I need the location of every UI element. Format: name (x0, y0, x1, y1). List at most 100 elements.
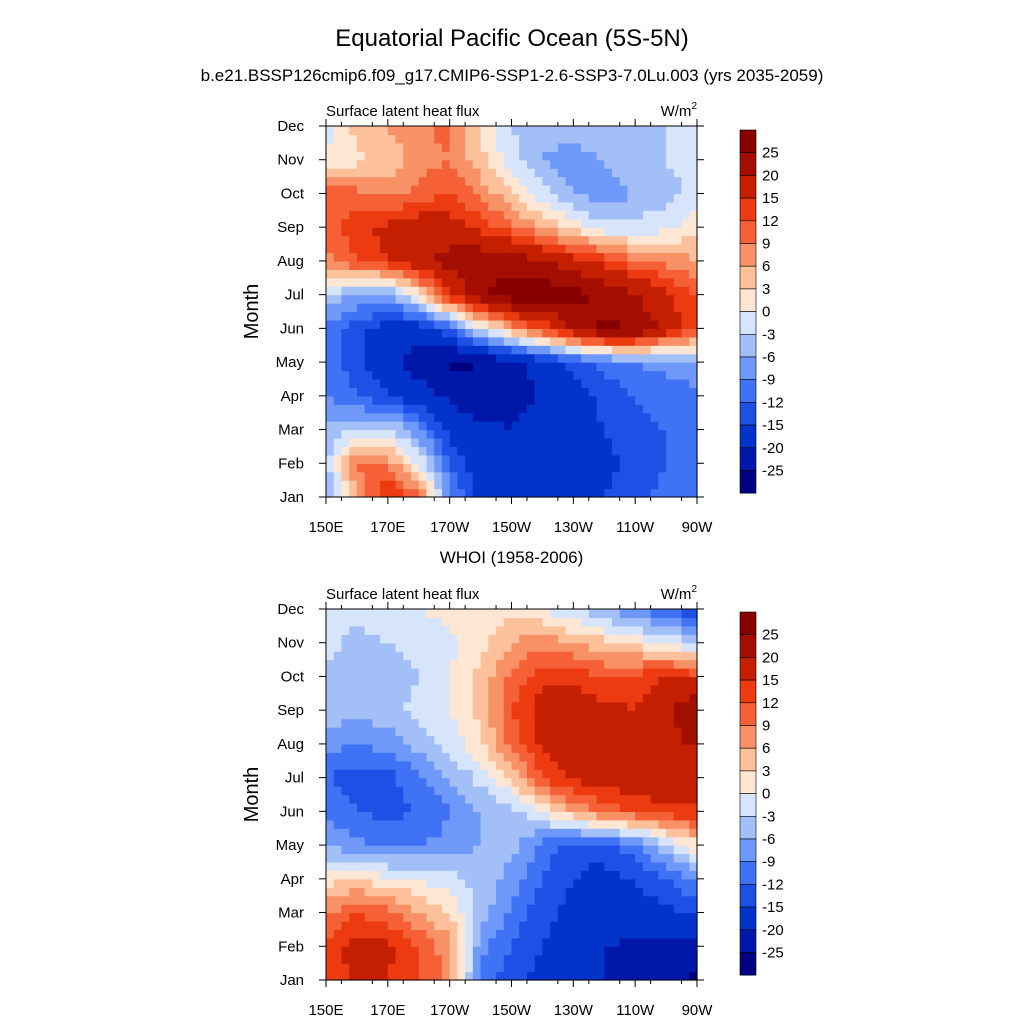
heatmap-cell (588, 210, 598, 220)
heatmap-cell (511, 252, 520, 262)
heatmap-cell (642, 336, 652, 346)
heatmap-cell (681, 937, 690, 947)
heatmap-cell (403, 142, 412, 152)
heatmap-cell (441, 625, 451, 635)
heatmap-cell (681, 929, 690, 939)
heatmap-cell (542, 878, 551, 888)
heatmap-cell (411, 718, 420, 728)
heatmap-cell (689, 971, 698, 981)
heatmap-cell (372, 387, 381, 397)
heatmap-cell (511, 954, 520, 964)
heatmap-cell (434, 328, 443, 338)
heatmap-cell (565, 227, 574, 237)
heatmap-cell (403, 235, 412, 245)
heatmap-cell (434, 870, 443, 880)
colorbar-label: -9 (762, 854, 775, 871)
heatmap-cell (480, 668, 489, 678)
heatmap-cell (650, 954, 659, 964)
x-tick-label: 150W (492, 519, 532, 536)
heatmap-cell (611, 286, 621, 296)
heatmap-cell (619, 777, 629, 787)
heatmap-cell (542, 159, 551, 169)
heatmap-cell (457, 227, 466, 237)
heatmap-cell (364, 134, 373, 144)
heatmap-cell (387, 185, 397, 195)
heatmap-cell (557, 412, 567, 422)
heatmap-cell (642, 260, 652, 270)
heatmap-cell (588, 303, 598, 313)
heatmap-cell (658, 802, 667, 812)
heatmap-cell (658, 286, 667, 296)
heatmap-cell (650, 668, 659, 678)
heatmap-cell (349, 946, 358, 956)
heatmap-cell (681, 218, 690, 228)
heatmap-cell (581, 353, 590, 363)
heatmap-cell (372, 378, 381, 388)
heatmap-cell (387, 142, 397, 152)
heatmap-cell (650, 634, 659, 644)
heatmap-cell (526, 252, 536, 262)
heatmap-cell (619, 454, 629, 464)
heatmap-cell (611, 676, 621, 686)
heatmap-cell (573, 651, 582, 661)
heatmap-cell (604, 676, 613, 686)
heatmap-cell (333, 387, 343, 397)
heatmap-cell (326, 802, 335, 812)
heatmap-cell (642, 659, 652, 669)
heatmap-cell (627, 353, 636, 363)
heatmap-cell (550, 370, 559, 380)
heatmap-cell (681, 260, 690, 270)
heatmap-cell (534, 421, 544, 431)
heatmap-cell (426, 429, 435, 439)
heatmap-cell (349, 151, 358, 161)
heatmap-cell (673, 227, 683, 237)
heatmap-cell (503, 777, 513, 787)
heatmap-cell (411, 845, 420, 855)
heatmap-cell (411, 777, 420, 787)
heatmap-cell (658, 811, 667, 821)
heatmap-cell (642, 718, 652, 728)
heatmap-cell (619, 718, 629, 728)
heatmap-cell (387, 235, 397, 245)
heatmap-cell (627, 617, 636, 627)
heatmap-cell (395, 303, 404, 313)
heatmap-cell (650, 387, 659, 397)
heatmap-cell (689, 710, 698, 720)
colorbar-swatch (739, 424, 757, 449)
heatmap-cell (341, 168, 350, 178)
heatmap-cell (480, 912, 489, 922)
heatmap-cell (557, 634, 567, 644)
heatmap-cell (326, 176, 335, 186)
heatmap-cell (364, 471, 373, 481)
heatmap-cell (496, 920, 505, 931)
heatmap-cell (333, 878, 343, 888)
heatmap-cell (341, 760, 350, 770)
heatmap-cell (542, 244, 551, 254)
heatmap-cell (604, 244, 613, 254)
heatmap-cell (627, 328, 636, 338)
heatmap-cell (441, 362, 451, 372)
heatmap-cell (472, 193, 482, 203)
heatmap-cell (387, 895, 397, 905)
heatmap-cell (426, 786, 435, 796)
heatmap-cell (666, 971, 675, 981)
heatmap-cell (658, 684, 667, 694)
heatmap-cell (503, 126, 513, 136)
heatmap-cell (619, 252, 629, 262)
heatmap-cell (681, 387, 690, 397)
heatmap-cell (650, 710, 659, 720)
heatmap-cell (534, 845, 544, 855)
heatmap-cell (333, 819, 343, 829)
heatmap-cell (426, 151, 435, 161)
heatmap-cell (573, 463, 582, 473)
heatmap-cell (349, 845, 358, 855)
heatmap-cell (418, 727, 428, 737)
heatmap-cell (480, 134, 489, 144)
heatmap-cell (650, 802, 659, 812)
heatmap-cell (627, 345, 636, 355)
colorbar-swatch (739, 634, 757, 658)
heatmap-cell (573, 404, 582, 414)
heatmap-cell (511, 878, 520, 888)
heatmap-cell (349, 676, 358, 686)
heatmap-cell (611, 151, 621, 161)
